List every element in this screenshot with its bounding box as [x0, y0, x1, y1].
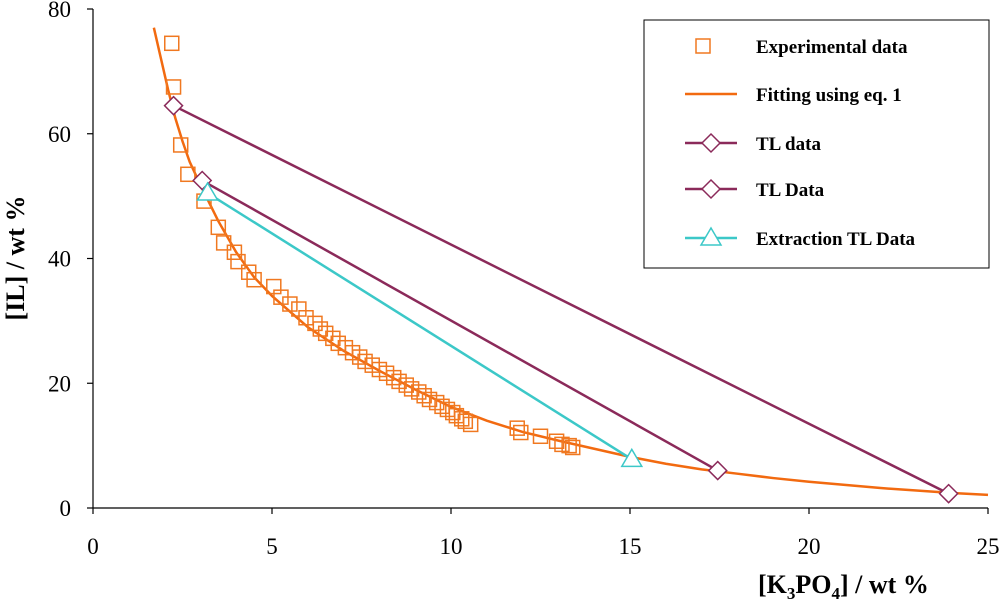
square-marker — [448, 407, 465, 424]
legend-triangle-marker — [699, 226, 723, 246]
square-marker — [282, 296, 298, 312]
square-marker — [434, 398, 450, 415]
legend-item-fitting: Fitting using eq. 1 — [685, 85, 902, 106]
square-marker — [532, 428, 549, 445]
legend-diamond-marker — [700, 132, 722, 154]
diamond-marker — [707, 460, 728, 481]
square-marker — [513, 424, 529, 441]
square-marker — [351, 349, 368, 365]
square-marker — [325, 330, 341, 347]
square-marker — [230, 253, 246, 270]
square-marker — [210, 219, 227, 236]
square-marker — [509, 420, 525, 436]
x-tick-label: 5 — [266, 534, 278, 559]
square-marker — [165, 79, 182, 95]
square-marker — [548, 433, 565, 450]
tie-line — [172, 104, 950, 495]
x-tick-label: 25 — [977, 534, 1000, 559]
legend: Experimental data Fitting using eq. 1 TL… — [643, 19, 990, 269]
square-marker — [312, 321, 329, 337]
x-axis-title: [K3PO4] / wt % — [758, 570, 929, 603]
square-marker — [445, 404, 461, 421]
diamond-marker — [163, 95, 184, 116]
y-axis-title: [IL] / wt % — [1, 196, 30, 321]
x-axis-title-part: ] / wt % — [840, 570, 929, 599]
x-axis-title-part: PO — [795, 570, 831, 599]
square-marker — [561, 437, 577, 454]
square-marker — [453, 411, 470, 427]
legend-square-marker — [695, 38, 711, 54]
legend-label: Fitting using eq. 1 — [756, 85, 902, 106]
x-tick-label: 0 — [87, 534, 99, 559]
square-marker — [564, 439, 581, 456]
square-marker — [439, 401, 456, 418]
ticks-layer: 0 5 10 15 20 25 0 20 40 60 80 — [48, 0, 1000, 559]
x-tick-label: 15 — [619, 534, 642, 559]
legend-item-tl-data-2: TL Data — [685, 178, 825, 201]
square-marker — [172, 137, 189, 153]
x-axis-title-part: [K — [758, 570, 788, 599]
x-axis-title-subscript: 4 — [832, 584, 841, 603]
legend-item-experimental: Experimental data — [695, 37, 908, 58]
x-tick-label: 20 — [798, 534, 821, 559]
legend-item-tl-data: TL data — [685, 132, 821, 155]
fitting-curve — [152, 27, 989, 497]
square-marker — [164, 35, 180, 52]
square-marker — [215, 235, 232, 251]
y-tick-label: 20 — [48, 371, 71, 396]
y-tick-label: 40 — [48, 247, 71, 272]
legend-label: TL Data — [756, 180, 825, 201]
legend-label: TL data — [756, 134, 821, 155]
triangle-marker — [196, 181, 219, 201]
square-marker — [226, 244, 243, 261]
tie-line — [201, 179, 719, 472]
square-marker — [246, 271, 262, 288]
legend-item-extraction: Extraction TL Data — [685, 226, 916, 250]
series-layer — [152, 27, 989, 504]
legend-diamond-marker — [700, 178, 722, 200]
y-tick-label: 0 — [60, 496, 72, 521]
square-marker — [307, 315, 323, 332]
y-tick-label: 80 — [48, 0, 71, 22]
diamond-marker — [938, 483, 959, 504]
legend-label: Experimental data — [756, 37, 908, 58]
legend-label: Extraction TL Data — [756, 229, 916, 250]
legend-items: Experimental data Fitting using eq. 1 TL… — [685, 37, 916, 250]
square-marker — [462, 416, 479, 433]
square-marker — [457, 413, 474, 430]
triangle-marker — [620, 447, 644, 468]
x-tick-label: 10 — [440, 534, 463, 559]
square-marker — [180, 166, 196, 183]
x-axis-title-subscript: 3 — [787, 584, 796, 603]
square-marker — [298, 310, 314, 326]
y-tick-label: 60 — [48, 122, 71, 147]
tie-line — [206, 191, 633, 461]
